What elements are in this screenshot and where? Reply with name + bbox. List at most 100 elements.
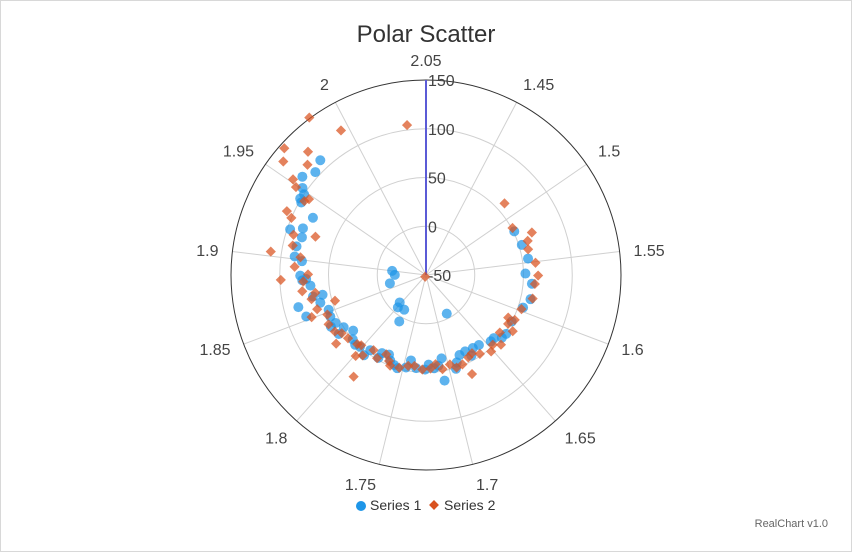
angular-grid-line (243, 274, 427, 345)
series-2-point (503, 318, 514, 329)
series-1-point (488, 333, 499, 344)
series-2-point (526, 227, 537, 238)
series-2-point (306, 294, 317, 305)
series-2-point (494, 327, 505, 338)
series-2-point (290, 181, 302, 193)
angular-grid-line (334, 102, 427, 276)
angular-tick-label: 1.65 (565, 430, 596, 447)
series-1-point (439, 375, 450, 386)
series-1-point (307, 212, 318, 223)
series-1-point (520, 268, 531, 279)
series-1-point (293, 302, 304, 313)
angular-tick-label: 1.45 (523, 77, 554, 94)
series-2-point (495, 339, 507, 350)
series-2 (265, 112, 544, 382)
series-1-point (384, 278, 395, 289)
series-2-point (417, 364, 428, 375)
series-2-point (302, 269, 314, 280)
angular-tick-label: 2 (320, 77, 329, 94)
series-1-point (330, 318, 341, 329)
series-1-point (297, 171, 308, 182)
radial-tick-label: -50 (428, 268, 451, 285)
series-2-point (295, 252, 306, 263)
radial-tick-label: 100 (428, 122, 455, 139)
series-2-point (348, 371, 359, 382)
series-2-point (278, 156, 289, 167)
series-1-point (389, 269, 400, 280)
legend-label-series-2: Series 2 (444, 497, 496, 513)
series-2-point (486, 346, 497, 357)
series-1-point (305, 280, 316, 291)
radial-tick-label: 50 (428, 171, 446, 188)
series-2-point (437, 364, 448, 375)
series-2-point (394, 362, 405, 373)
series-2-point (503, 312, 514, 323)
series-2-point (329, 295, 341, 306)
series-2-point (323, 319, 334, 330)
series-2-point (533, 270, 544, 281)
series-1-point (436, 353, 447, 364)
series-1-point (394, 297, 405, 308)
angular-grid-line (425, 274, 474, 465)
series-2-point (329, 326, 340, 337)
series-2-point (420, 271, 431, 282)
series-2-point (430, 359, 441, 370)
series-2-point (466, 348, 478, 359)
angular-tick-label: 1.9 (196, 243, 218, 260)
angular-tick-label: 1.7 (476, 477, 498, 494)
legend-marker-series-1 (356, 501, 366, 511)
series-1 (285, 155, 537, 386)
series-2-point (336, 328, 347, 339)
series-2-point (312, 304, 323, 315)
series-2-point (499, 198, 510, 209)
series-2-point (530, 257, 541, 268)
series-2-point (385, 360, 396, 371)
series-2-point (331, 338, 342, 349)
series-2-point (306, 312, 317, 323)
radial-tick-label: 150 (428, 73, 455, 90)
series-2-point (279, 143, 290, 154)
angular-grid-line (425, 250, 620, 276)
series-2-point (403, 360, 414, 371)
series-2-point (474, 348, 485, 359)
angular-tick-label: 1.75 (345, 477, 376, 494)
series-2-point (487, 339, 498, 350)
angular-tick-label: 1.95 (223, 143, 254, 160)
series-1-point (310, 167, 321, 178)
series-1-point (473, 339, 484, 350)
series-2-point (302, 146, 314, 157)
series-points (265, 112, 544, 386)
series-1-point (394, 316, 405, 327)
angular-tick-label: 1.5 (598, 143, 620, 160)
angular-tick-label: 1.8 (265, 430, 287, 447)
series-2-point (409, 360, 420, 372)
series-2-point (401, 119, 413, 131)
series-2-point (350, 350, 361, 362)
series-2-point (303, 194, 315, 205)
series-2-point (507, 326, 518, 337)
angular-grid-line (425, 163, 587, 276)
angular-grid-line (425, 102, 518, 276)
series-2-point (288, 229, 299, 240)
credit-text: RealChart v1.0 (755, 518, 828, 530)
series-2-point (298, 276, 309, 287)
series-1-point (348, 325, 359, 336)
series-2-point (457, 359, 468, 370)
series-1-point (317, 289, 328, 300)
series-2-point (302, 159, 313, 170)
series-2-point (516, 304, 527, 315)
angular-tick-label: 2.05 (410, 53, 441, 70)
series-2-point (275, 274, 286, 286)
series-2-point (466, 368, 478, 380)
legend-label-series-1: Series 1 (370, 497, 422, 513)
series-2-point (342, 333, 354, 344)
series-1-point (523, 253, 534, 264)
series-2-point (357, 350, 368, 361)
series-2-point (356, 340, 367, 351)
series-2-point (297, 286, 308, 297)
radial-axis-ticks: -50 0 50 100 150 (428, 73, 455, 285)
series-2-point (368, 345, 379, 356)
radial-tick-label: 0 (428, 219, 437, 236)
angular-tick-label: 1.85 (199, 342, 230, 359)
